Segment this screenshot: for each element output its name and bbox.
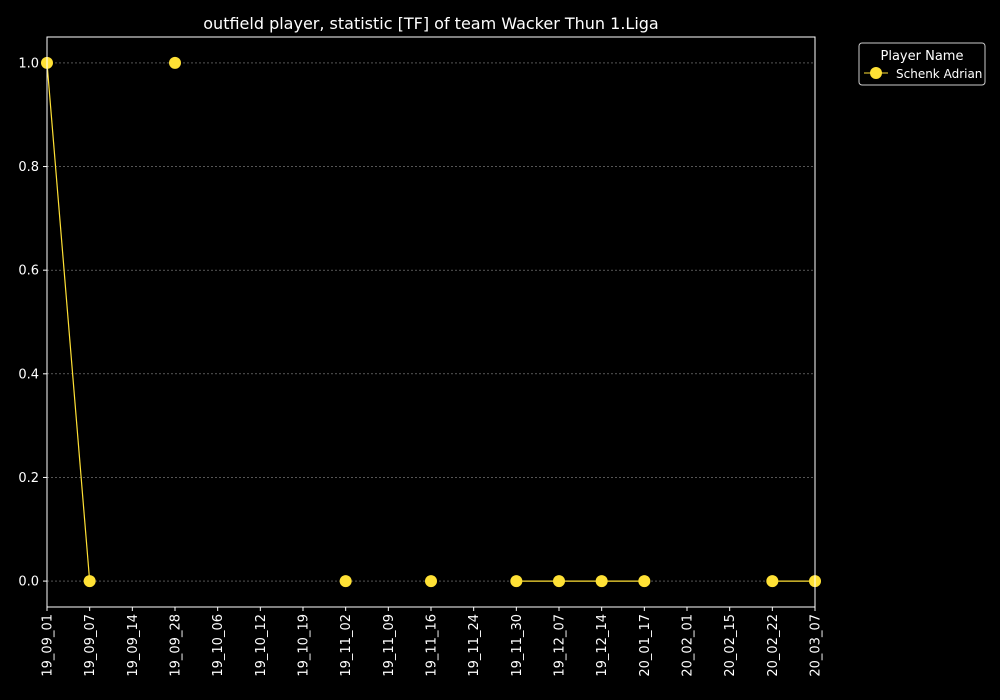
x-tick-label: 20_03_07 [809, 614, 824, 677]
x-tick-label: 19_09_01 [41, 614, 56, 677]
y-tick-label: 0.4 [18, 367, 39, 382]
y-tick-label: 0.8 [18, 160, 39, 175]
legend-label: Schenk Adrian [896, 67, 982, 81]
x-tick-label: 19_10_06 [211, 614, 226, 677]
y-tick-label: 0.6 [18, 264, 39, 279]
x-tick-label: 19_11_09 [382, 614, 397, 677]
y-axis: 0.0 0.2 0.4 0.6 0.8 1.0 [18, 56, 47, 590]
x-tick-label: 20_02_01 [681, 614, 696, 677]
series-markers [41, 56, 821, 588]
x-tick-label: 19_11_02 [339, 614, 354, 677]
x-tick-label: 20_01_17 [638, 614, 653, 677]
data-point [553, 575, 565, 588]
x-tick-label: 20_02_15 [723, 614, 738, 677]
legend-box [858, 42, 986, 86]
series-lines [46, 62, 815, 582]
legend-marker [870, 67, 882, 79]
x-tick-label: 19_11_30 [510, 614, 525, 677]
x-tick-label: 19_10_19 [297, 614, 312, 677]
x-tick-label: 19_09_14 [126, 614, 141, 677]
legend-title: Player Name [881, 49, 964, 64]
y-tick-label: 0.2 [18, 471, 39, 486]
x-tick-label: 19_11_16 [425, 614, 440, 677]
x-axis: 19_09_01 19_09_07 19_09_14 19_09_28 19_10_06… [41, 607, 824, 677]
x-tick-label: 19_11_24 [467, 614, 482, 677]
x-tick-label: 19_09_07 [83, 614, 98, 677]
y-tick-label: 0.0 [18, 575, 39, 590]
x-tick-label: 19_09_28 [169, 614, 184, 677]
data-point [766, 575, 779, 588]
x-tick-label: 19_12_14 [595, 614, 610, 677]
data-point [595, 575, 608, 588]
series-line-segment [46, 62, 91, 582]
data-point [638, 575, 651, 588]
x-tick-label: 20_02_22 [766, 614, 781, 677]
legend: Player Name Schenk Adrian [858, 42, 986, 86]
data-point [425, 575, 437, 588]
chart-title: outfield player, statistic [TF] of team … [203, 14, 658, 33]
data-point [339, 575, 352, 588]
y-tick-label: 1.0 [18, 56, 39, 71]
data-point [83, 575, 96, 588]
x-tick-label: 19_12_07 [553, 614, 568, 677]
data-point [510, 575, 523, 588]
data-point [169, 56, 181, 69]
plot-frame [46, 36, 816, 608]
x-tick-label: 19_10_12 [254, 614, 269, 677]
